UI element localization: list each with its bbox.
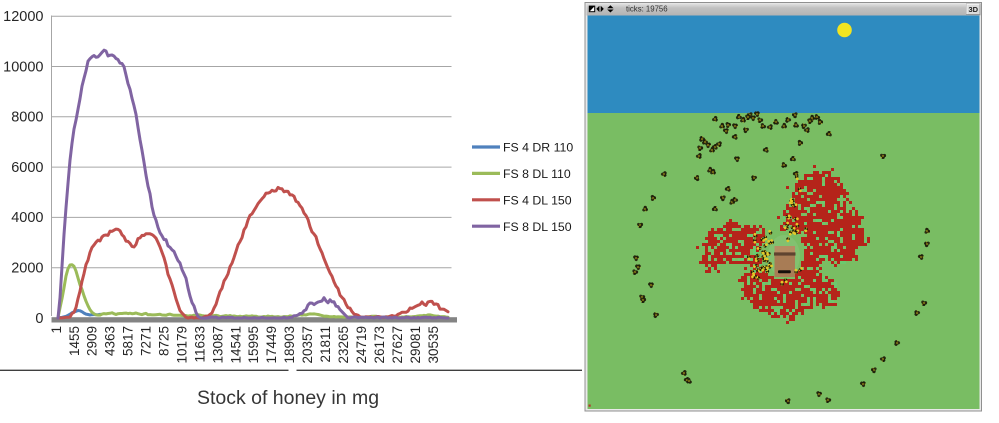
- svg-text:2909: 2909: [85, 326, 100, 356]
- svg-text:27627: 27627: [390, 326, 405, 364]
- svg-text:14541: 14541: [228, 326, 243, 364]
- svg-text:4000: 4000: [11, 210, 43, 226]
- svg-text:3D: 3D: [969, 5, 979, 14]
- svg-text:4363: 4363: [103, 326, 118, 356]
- svg-text:8725: 8725: [157, 326, 172, 356]
- svg-text:26173: 26173: [372, 326, 387, 364]
- svg-text:Stock of honey in mg: Stock of honey in mg: [197, 387, 379, 409]
- svg-text:6000: 6000: [11, 160, 43, 176]
- svg-text:8000: 8000: [11, 110, 43, 126]
- svg-text:FS 4 DL 150: FS 4 DL 150: [503, 193, 572, 207]
- svg-text:10179: 10179: [174, 326, 189, 364]
- svg-text:1455: 1455: [67, 326, 82, 356]
- svg-text:2000: 2000: [11, 261, 43, 277]
- svg-text:10000: 10000: [3, 59, 43, 75]
- svg-text:30535: 30535: [426, 326, 441, 364]
- svg-text:15995: 15995: [246, 326, 261, 364]
- svg-text:5817: 5817: [121, 326, 136, 356]
- svg-text:21811: 21811: [318, 326, 333, 363]
- svg-text:12000: 12000: [3, 9, 43, 25]
- svg-text:20357: 20357: [300, 326, 315, 364]
- svg-text:18903: 18903: [282, 326, 297, 364]
- svg-text:29081: 29081: [408, 326, 423, 364]
- svg-text:7271: 7271: [139, 326, 154, 356]
- svg-text:ticks: 19756: ticks: 19756: [626, 5, 668, 14]
- svg-text:FS 8 DL 110: FS 8 DL 110: [503, 167, 571, 181]
- svg-text:24719: 24719: [354, 326, 369, 364]
- svg-text:1: 1: [49, 326, 64, 334]
- svg-text:FS 8 DL 150: FS 8 DL 150: [503, 220, 572, 234]
- svg-text:23265: 23265: [336, 326, 351, 364]
- svg-text:13087: 13087: [210, 326, 225, 364]
- svg-text:17449: 17449: [264, 326, 279, 364]
- svg-text:0: 0: [35, 311, 43, 327]
- svg-text:FS 4 DR 110: FS 4 DR 110: [503, 141, 573, 155]
- svg-text:11633: 11633: [192, 326, 207, 363]
